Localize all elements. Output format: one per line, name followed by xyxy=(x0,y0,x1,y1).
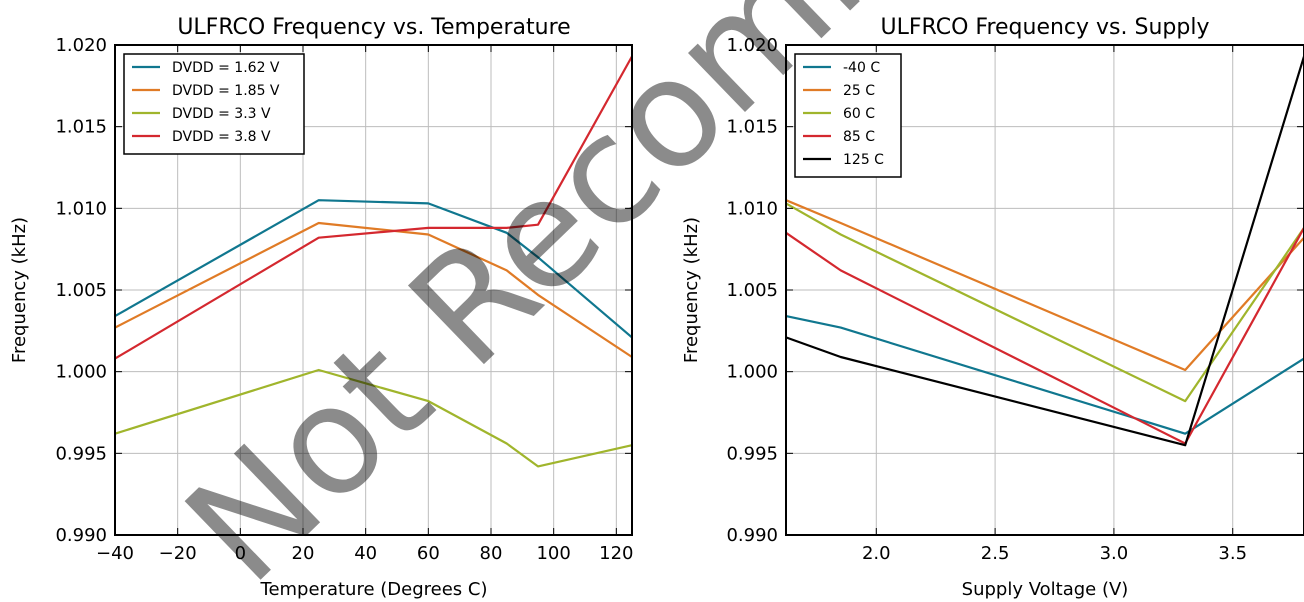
x-tick-label: 0 xyxy=(235,543,246,564)
x-tick-label: 20 xyxy=(292,543,315,564)
y-tick-label: 1.000 xyxy=(55,362,107,383)
legend-label: DVDD = 1.62 V xyxy=(172,60,280,76)
x-tick-label: −20 xyxy=(159,543,197,564)
y-tick-label: 1.005 xyxy=(55,280,107,301)
legend-label: 125 C xyxy=(843,152,884,168)
x-tick-label: 80 xyxy=(480,543,503,564)
y-tick-label: 0.995 xyxy=(55,443,107,464)
x-tick-label: −40 xyxy=(96,543,134,564)
y-axis-label: Frequency (kHz) xyxy=(681,217,702,363)
series-line xyxy=(114,221,633,358)
x-axis-label: Temperature (Degrees C) xyxy=(260,579,488,600)
series-line xyxy=(785,202,1304,403)
temperature-chart: −40 −20 0 20 40 60 80 100 120 0.990 0.995 1.000 1.00… xyxy=(9,15,634,600)
y-tick-label: 0.995 xyxy=(726,443,778,464)
series-line xyxy=(114,55,633,360)
y-tick-label: 0.990 xyxy=(726,525,778,546)
legend-label: DVDD = 1.85 V xyxy=(172,83,280,99)
x-tick-label: 3.5 xyxy=(1218,543,1247,564)
series-line xyxy=(785,315,1304,435)
x-tick-label: 60 xyxy=(417,543,440,564)
x-tick-label: 3.0 xyxy=(1100,543,1129,564)
y-tick-label: 1.005 xyxy=(726,280,778,301)
x-tick-label: 2.5 xyxy=(981,543,1010,564)
legend-box xyxy=(123,53,305,155)
legend-label: 60 C xyxy=(843,106,875,122)
y-tick-label: 1.015 xyxy=(726,117,778,138)
supply-chart: 2.0 2.5 3.0 3.5 0.990 0.995 1.000 1.005 1.010 1.0… xyxy=(681,15,1304,600)
series-line xyxy=(114,368,633,468)
x-tick-label: 100 xyxy=(536,543,570,564)
legend-box xyxy=(794,53,902,178)
y-tick-label: 1.000 xyxy=(726,362,778,383)
y-tick-label: 1.010 xyxy=(726,198,778,219)
y-axis-label: Frequency (kHz) xyxy=(9,217,30,363)
x-tick-label: 40 xyxy=(354,543,377,564)
y-tick-label: 1.010 xyxy=(55,198,107,219)
y-tick-label: 0.990 xyxy=(55,525,107,546)
series-line xyxy=(785,56,1304,447)
chart-title: ULFRCO Frequency vs. Temperature xyxy=(177,15,570,40)
legend-label: 85 C xyxy=(843,129,875,145)
legend-label: 25 C xyxy=(843,83,875,99)
y-tick-label: 1.020 xyxy=(55,35,107,56)
chart-title: ULFRCO Frequency vs. Supply xyxy=(881,15,1210,40)
x-tick-label: 2.0 xyxy=(862,543,891,564)
x-tick-label: 120 xyxy=(599,543,633,564)
series-line xyxy=(114,199,633,339)
y-tick-label: 1.020 xyxy=(726,35,778,56)
legend-label: DVDD = 3.8 V xyxy=(172,129,271,145)
y-tick-label: 1.015 xyxy=(55,117,107,138)
series-line xyxy=(785,199,1304,372)
x-axis-label: Supply Voltage (V) xyxy=(962,579,1129,600)
legend-label: DVDD = 3.3 V xyxy=(172,106,271,122)
series-line xyxy=(785,227,1304,445)
legend-label: -40 C xyxy=(843,60,880,76)
watermark-text: Not Recommended For xyxy=(154,0,1304,602)
